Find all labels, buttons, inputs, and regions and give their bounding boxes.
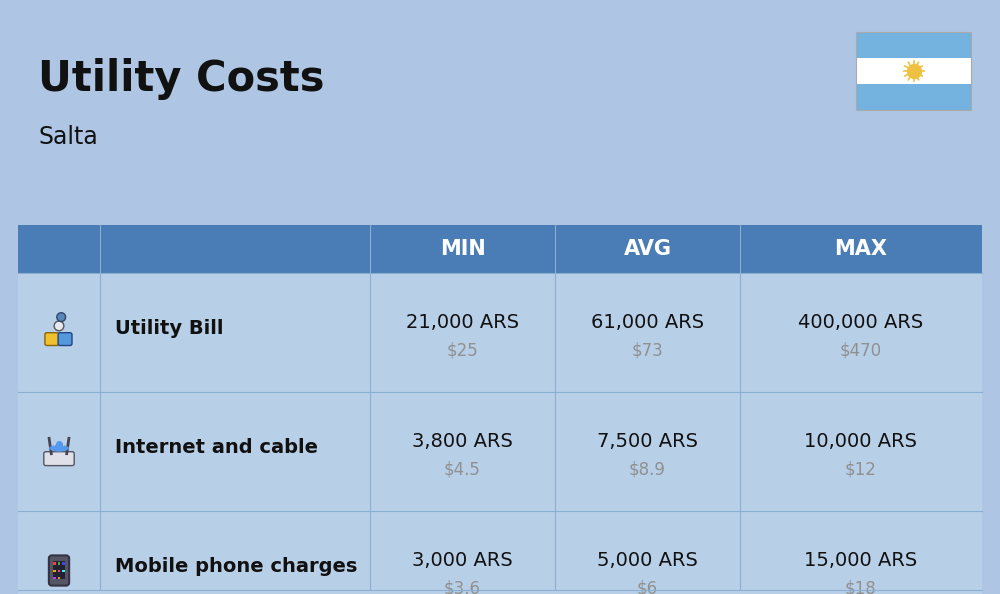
Bar — [53, 561, 65, 579]
Text: MIN: MIN — [440, 239, 485, 259]
Text: 21,000 ARS: 21,000 ARS — [406, 313, 519, 332]
Text: 7,500 ARS: 7,500 ARS — [597, 432, 698, 451]
Text: Utility Bill: Utility Bill — [115, 319, 224, 338]
Text: 15,000 ARS: 15,000 ARS — [804, 551, 918, 570]
Text: $8.9: $8.9 — [629, 460, 666, 479]
Text: Utility Costs: Utility Costs — [38, 58, 324, 100]
Bar — [62, 570, 65, 571]
Text: AVG: AVG — [624, 239, 672, 259]
FancyBboxPatch shape — [49, 555, 69, 586]
Text: Mobile phone charges: Mobile phone charges — [115, 557, 357, 576]
Text: $12: $12 — [845, 460, 877, 479]
Text: $25: $25 — [447, 342, 478, 359]
Text: Internet and cable: Internet and cable — [115, 438, 318, 457]
Bar — [58, 563, 60, 564]
Text: $470: $470 — [840, 342, 882, 359]
FancyBboxPatch shape — [58, 333, 72, 346]
Text: $73: $73 — [632, 342, 663, 359]
Text: 10,000 ARS: 10,000 ARS — [804, 432, 918, 451]
Bar — [18, 511, 982, 594]
Bar — [58, 570, 60, 571]
Circle shape — [57, 312, 66, 321]
Bar — [856, 58, 971, 84]
Text: $3.6: $3.6 — [444, 580, 481, 594]
Bar — [62, 563, 65, 564]
Text: 3,800 ARS: 3,800 ARS — [412, 432, 513, 451]
Bar — [53, 563, 56, 564]
FancyBboxPatch shape — [44, 451, 74, 466]
Text: $4.5: $4.5 — [444, 460, 481, 479]
Bar — [18, 273, 982, 392]
Bar — [856, 32, 971, 110]
Text: $18: $18 — [845, 580, 877, 594]
Text: Salta: Salta — [38, 125, 98, 149]
Text: MAX: MAX — [834, 239, 888, 259]
Text: 3,000 ARS: 3,000 ARS — [412, 551, 513, 570]
Circle shape — [54, 321, 64, 331]
FancyBboxPatch shape — [45, 333, 59, 346]
Bar — [53, 577, 56, 579]
Text: 400,000 ARS: 400,000 ARS — [798, 313, 924, 332]
Bar — [856, 32, 971, 58]
Bar — [18, 392, 982, 511]
Bar — [58, 577, 60, 579]
Text: 5,000 ARS: 5,000 ARS — [597, 551, 698, 570]
Text: 61,000 ARS: 61,000 ARS — [591, 313, 704, 332]
Bar — [53, 570, 56, 571]
Text: $6: $6 — [637, 580, 658, 594]
Bar — [856, 84, 971, 110]
Bar — [18, 225, 982, 273]
